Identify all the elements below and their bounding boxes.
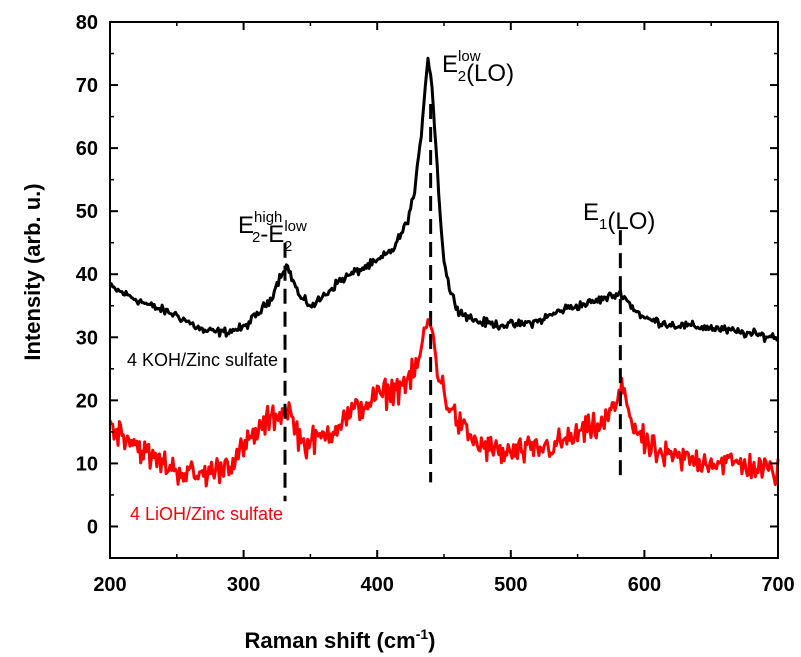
series-line-1	[108, 318, 780, 488]
plot-frame	[109, 21, 779, 559]
peak-annotation-1: Elow 2(LO)	[442, 48, 514, 87]
y-tick-label: 70	[76, 75, 98, 97]
annotation-layer: Ehigh 2-Elow 2 Elow 2(LO) E1(LO)	[238, 48, 655, 255]
y-tick-label: 50	[76, 201, 98, 223]
x-tick-label: 300	[227, 574, 260, 596]
tick-layer: 200 300 400 500 600 700 0 10 20 30 40 50 60 70 80	[76, 12, 795, 596]
x-tick-label: 700	[761, 574, 794, 596]
y-tick-label: 40	[76, 264, 98, 286]
x-tick-label: 600	[628, 574, 661, 596]
peak-annotation-2: E1(LO)	[583, 199, 655, 235]
x-tick-label: 400	[361, 574, 394, 596]
y-tick-label: 30	[76, 327, 98, 349]
y-tick-label: 0	[87, 516, 98, 538]
koh-series-label: 4 KOH/Zinc sulfate	[127, 350, 278, 370]
x-axis-title: Raman shift (cm-1)	[245, 626, 436, 653]
y-tick-label: 10	[76, 453, 98, 475]
x-tick-label: 500	[494, 574, 527, 596]
y-tick-label: 80	[76, 12, 98, 34]
lioh-series-label: 4 LiOH/Zinc sulfate	[130, 504, 283, 524]
series-layer	[108, 56, 780, 488]
peak-annotation-0: Ehigh 2-Elow 2	[238, 209, 307, 255]
y-tick-label: 60	[76, 138, 98, 160]
peak-marker-layer	[283, 103, 622, 502]
y-tick-label: 20	[76, 390, 98, 412]
series-line-0	[108, 56, 780, 343]
y-axis-title: Intensity (arb. u.)	[20, 183, 45, 360]
x-tick-label: 200	[93, 574, 126, 596]
